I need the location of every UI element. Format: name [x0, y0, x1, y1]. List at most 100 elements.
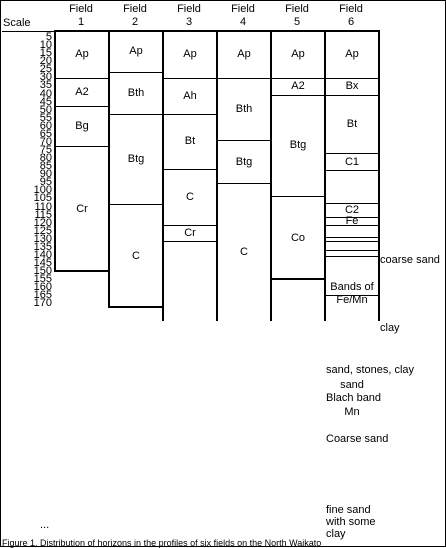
- field-header-word: Field: [69, 3, 93, 15]
- horizon-boundary: [216, 139, 270, 141]
- horizon-boundary: [162, 78, 216, 80]
- scale-tick: 120: [33, 216, 52, 229]
- field-header-word: Field: [123, 3, 147, 15]
- horizon-boundary: [324, 152, 378, 154]
- scale-tick: 135: [33, 240, 52, 253]
- field-header-word: Field: [177, 3, 201, 15]
- horizon-label: Bt: [184, 135, 196, 148]
- scale-tick: 170: [33, 297, 52, 310]
- scale-tick: 45: [39, 95, 52, 108]
- horizon-label: Bt: [346, 117, 358, 130]
- horizon-label: Mn: [344, 406, 360, 418]
- horizon-boundary: [162, 241, 216, 243]
- horizon-boundary: [324, 225, 378, 227]
- horizon-boundary: [270, 78, 324, 80]
- horizon-label: Bth: [127, 86, 145, 99]
- scale-tick: 90: [39, 168, 52, 181]
- horizon-label: Ap: [345, 48, 359, 61]
- field-header-number: 6: [347, 16, 355, 28]
- horizon-label: Ap: [129, 44, 143, 57]
- scale-tick: 40: [39, 87, 52, 100]
- horizon-boundary: [324, 255, 378, 257]
- horizon-label: Bands of Fe/Mn: [330, 281, 374, 306]
- horizon-label: C1: [344, 155, 360, 168]
- horizon-boundary: [54, 78, 108, 80]
- scale-tick: 85: [39, 160, 52, 173]
- scale-tick: 25: [39, 63, 52, 76]
- field-header-word: Field: [339, 3, 363, 15]
- scale-tick: 130: [33, 232, 52, 245]
- scale-tick: 105: [33, 192, 52, 205]
- field-header-word: Field: [285, 3, 309, 15]
- horizon-label: Cr: [184, 227, 196, 240]
- horizon-label: Ap: [183, 48, 197, 61]
- field-header-6: Field 6: [324, 3, 378, 29]
- horizon-label: Coarse sand: [326, 433, 389, 445]
- horizon-label: A2: [291, 80, 305, 93]
- field-header-4: Field 4: [216, 3, 270, 29]
- field-header-number: 2: [131, 16, 139, 28]
- horizon-boundary: [108, 204, 162, 206]
- profile-column-6: [324, 30, 380, 321]
- field-header-word: Field: [231, 3, 255, 15]
- scale-tick: 110: [34, 200, 52, 213]
- horizon-label: C: [240, 245, 248, 258]
- horizon-boundary: [162, 225, 216, 227]
- scale-tick: 35: [39, 79, 52, 92]
- horizon-label: Btg: [235, 155, 253, 168]
- field-header-number: 3: [185, 16, 193, 28]
- field-header-number: 4: [239, 16, 247, 28]
- horizon-label: Bx: [345, 80, 359, 93]
- scale-tick: 15: [39, 47, 52, 60]
- scale-tick: 5: [45, 31, 52, 44]
- horizon-label: Blach band: [326, 392, 382, 404]
- horizon-boundary: [108, 113, 162, 115]
- horizon-boundary: [162, 113, 216, 115]
- scale-tick: 165: [33, 289, 52, 302]
- profile-column-1: [54, 30, 110, 273]
- horizon-label: Ah: [183, 90, 197, 103]
- horizon-boundary: [54, 105, 108, 107]
- horizon-label: Ap: [237, 48, 251, 61]
- horizon-boundary: [54, 146, 108, 148]
- horizon-boundary: [216, 183, 270, 185]
- field-header-3: Field 3: [162, 3, 216, 29]
- horizon-label: C: [186, 191, 194, 204]
- horizon-boundary: [324, 78, 378, 80]
- annotation-clay: clay: [380, 322, 400, 334]
- field-header-number: 5: [293, 16, 301, 28]
- caption-fragment: Figure 1. Distribution of horizons in th…: [2, 539, 322, 548]
- horizon-label: C2: [344, 203, 360, 216]
- horizon-label: Btg: [289, 139, 307, 152]
- scale-tick: 80: [39, 152, 52, 165]
- scale-tick: 95: [39, 176, 52, 189]
- scale-tick: 150: [33, 265, 52, 278]
- scale-tick: ...: [40, 519, 50, 531]
- field-header-2: Field 2: [108, 3, 162, 29]
- scale-tick: 100: [33, 184, 52, 197]
- horizon-boundary: [324, 217, 378, 219]
- scale-tick: 30: [39, 71, 52, 84]
- profile-column-3: [162, 30, 218, 321]
- horizon-label: C: [132, 249, 140, 262]
- scale-tick: 10: [39, 39, 52, 52]
- horizon-label: Ap: [75, 48, 89, 61]
- profile-column-4: [216, 30, 272, 321]
- horizon-label: Bg: [75, 120, 89, 133]
- scale-tick: 125: [33, 224, 52, 237]
- scale-tick: 115: [34, 208, 52, 221]
- horizon-boundary: [216, 78, 270, 80]
- field-header-1: Field 1: [54, 3, 108, 29]
- horizon-label: sand, stones, clay: [326, 364, 415, 376]
- horizon-label: Bth: [235, 103, 253, 116]
- scale-tick: 160: [33, 281, 52, 294]
- horizon-boundary: [324, 236, 378, 238]
- scale-tick: 20: [39, 55, 52, 68]
- horizon-label: Fe: [345, 215, 359, 228]
- horizon-boundary: [108, 71, 162, 73]
- horizon-label: Btg: [127, 153, 145, 166]
- horizon-boundary: [324, 202, 378, 204]
- scale-tick: 60: [39, 119, 52, 132]
- horizon-boundary: [270, 94, 324, 96]
- horizon-boundary: [162, 168, 216, 170]
